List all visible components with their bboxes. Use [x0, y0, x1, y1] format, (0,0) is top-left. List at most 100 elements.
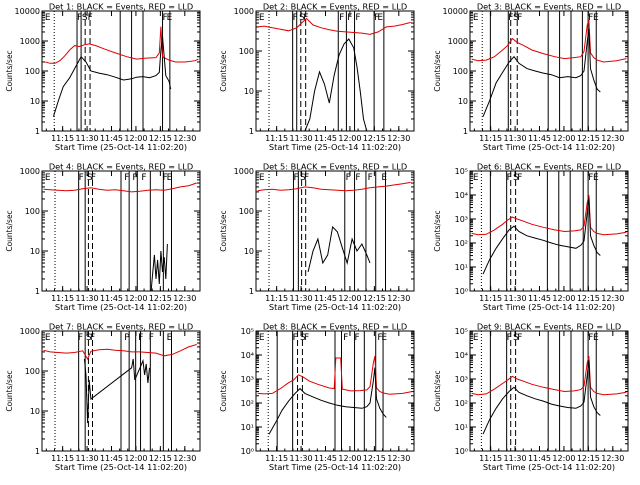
interval-marker-letter: S	[513, 13, 519, 23]
x-tick-label: 11:30	[290, 454, 313, 463]
y-tick-label: 10⁴	[455, 191, 468, 200]
x-tick-label: 11:15	[265, 134, 288, 143]
interval-marker-letter: E	[593, 173, 599, 183]
x-axis-label: Start Time (25-Oct-14 11:02:20)	[55, 462, 187, 472]
plot-frame	[469, 170, 629, 292]
y-tick-label: 1	[35, 447, 40, 456]
y-tick-label: 10¹	[455, 263, 468, 272]
interval-marker-letter: F	[163, 13, 168, 23]
x-tick-label: 11:30	[76, 134, 99, 143]
panel-title: Det 8: BLACK = Events, RED = LLD	[263, 322, 407, 332]
y-tick-label: 1	[463, 127, 468, 136]
x-axis-label: Start Time (25-Oct-14 11:02:20)	[269, 462, 401, 472]
lld-series-line	[257, 355, 413, 395]
y-tick-label: 10	[244, 247, 254, 256]
y-tick-label: 10⁴	[455, 351, 468, 360]
y-axis-label: Counts/sec	[433, 370, 442, 411]
interval-marker-letter: F	[588, 13, 593, 23]
y-tick-label: 10⁵	[241, 327, 254, 336]
interval-marker-letter: F	[141, 173, 146, 183]
interval-marker-letter: F	[517, 13, 522, 23]
y-tick-label: 1000	[20, 167, 40, 176]
events-series-line	[83, 358, 150, 424]
y-tick-label: 10⁴	[241, 351, 254, 360]
x-tick-label: 11:45	[314, 294, 337, 303]
events-series-line	[482, 197, 601, 275]
interval-marker-letter: F	[588, 333, 593, 343]
interval-marker-letter: F	[588, 173, 593, 183]
x-tick-label: 11:45	[528, 454, 551, 463]
x-tick-label: 11:15	[479, 134, 502, 143]
interval-marker-letter: P	[132, 173, 138, 183]
x-tick-label: 11:30	[290, 294, 313, 303]
x-axis-label: Start Time (25-Oct-14 11:02:20)	[483, 462, 615, 472]
interval-marker-letter: E	[473, 13, 479, 23]
y-tick-label: 1000	[20, 37, 40, 46]
y-tick-label: 10⁵	[455, 327, 468, 336]
y-tick-label: 1000	[234, 7, 254, 16]
lld-series-line	[43, 182, 197, 193]
x-axis-label: Start Time (25-Oct-14 11:02:20)	[55, 142, 187, 152]
interval-marker-letter: E	[473, 173, 479, 183]
x-tick-label: 11:30	[504, 134, 527, 143]
y-axis-label: Counts/sec	[219, 50, 228, 91]
x-tick-label: 12:15	[149, 134, 172, 143]
lld-series-line	[471, 19, 627, 63]
panel-title: Det 9: BLACK = Events, RED = LLD	[477, 322, 621, 332]
interval-marker-letter: F	[377, 333, 382, 343]
y-tick-label: 1000	[448, 37, 468, 46]
interval-marker-letter: E	[167, 173, 173, 183]
x-tick-label: 12:30	[173, 294, 196, 303]
interval-marker-letter: F	[293, 173, 298, 183]
y-tick-label: 10	[30, 407, 40, 416]
interval-marker-letter: E	[259, 333, 265, 343]
plot-frame	[469, 10, 629, 132]
x-tick-label: 12:00	[552, 294, 575, 303]
interval-marker-letter: F	[304, 173, 309, 183]
x-tick-label: 12:00	[338, 454, 361, 463]
x-tick-label: 11:45	[100, 134, 123, 143]
events-series-line	[482, 360, 601, 435]
panel-title: Det 5: BLACK = Events, RED = LLD	[263, 162, 407, 172]
x-tick-label: 12:15	[363, 294, 386, 303]
plot-frame	[469, 330, 629, 452]
interval-marker-letter: F	[374, 13, 379, 23]
x-tick-label: 12:00	[338, 294, 361, 303]
x-tick-label: 11:15	[265, 294, 288, 303]
panel-title: Det 6: BLACK = Events, RED = LLD	[477, 162, 621, 172]
x-tick-label: 12:30	[173, 134, 196, 143]
x-tick-label: 12:30	[387, 294, 410, 303]
x-tick-label: 11:15	[265, 454, 288, 463]
x-tick-label: 12:15	[363, 134, 386, 143]
interval-marker-letter: E	[45, 173, 51, 183]
x-tick-label: 12:30	[601, 294, 624, 303]
interval-marker-letter: F	[355, 13, 360, 23]
interval-marker-letter: F	[346, 173, 351, 183]
x-axis-label: Start Time (25-Oct-14 11:02:20)	[483, 142, 615, 152]
lld-series-line	[257, 181, 411, 192]
panel-title: Det 4: BLACK = Events, RED = LLD	[49, 162, 193, 172]
y-axis-label: Counts/sec	[5, 370, 14, 411]
x-axis-label: Start Time (25-Oct-14 11:02:20)	[269, 302, 401, 312]
x-axis-label: Start Time (25-Oct-14 11:02:20)	[55, 302, 187, 312]
interval-marker-letter: S	[513, 173, 519, 183]
interval-marker-letter: E	[377, 13, 383, 23]
interval-marker-letter: F	[507, 333, 512, 343]
x-tick-label: 11:45	[314, 134, 337, 143]
interval-marker-letter: F	[149, 333, 154, 343]
interval-marker-letter: E	[167, 333, 173, 343]
interval-marker-letter: E	[45, 333, 51, 343]
interval-marker-letter: P	[124, 333, 130, 343]
y-tick-label: 10⁵	[455, 167, 468, 176]
x-tick-label: 12:00	[552, 454, 575, 463]
y-tick-label: 1	[35, 287, 40, 296]
interval-marker-letter: F	[347, 13, 352, 23]
events-series-line	[150, 243, 168, 291]
interval-marker-letter: F	[163, 173, 168, 183]
y-axis-label: Counts/sec	[5, 210, 14, 251]
